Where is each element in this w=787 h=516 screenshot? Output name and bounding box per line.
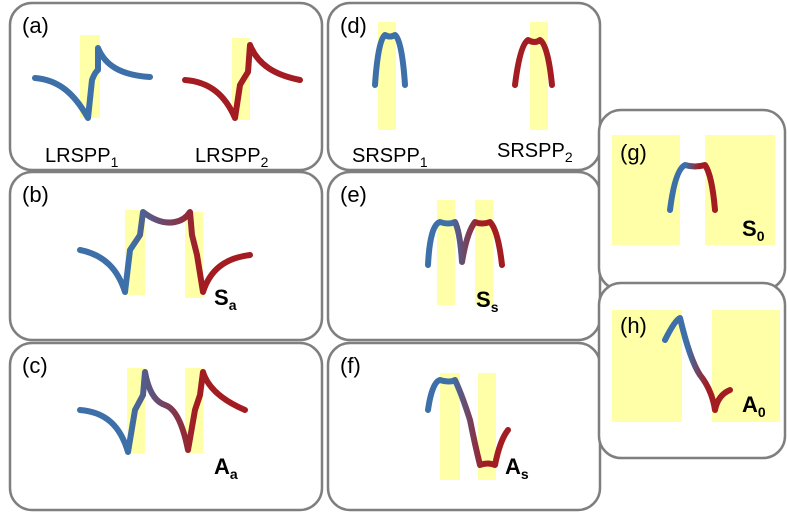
caption-sub: 2 xyxy=(261,154,269,170)
caption: A0 xyxy=(742,392,766,420)
caption-sub: 0 xyxy=(758,404,766,420)
caption-main: A xyxy=(214,454,230,479)
caption-sub: s xyxy=(491,299,499,315)
caption-sub: 1 xyxy=(420,154,428,170)
caption: SRSPP1 xyxy=(352,145,428,170)
panel-box xyxy=(326,341,602,512)
caption: LRSPP2 xyxy=(195,145,269,170)
panel-label: (e) xyxy=(340,182,367,207)
mode-curve xyxy=(425,377,511,468)
caption-main: A xyxy=(742,392,758,417)
caption-main: A xyxy=(505,454,521,479)
mode-curve xyxy=(512,37,555,88)
mode-curve xyxy=(667,162,718,213)
mode-profiles xyxy=(32,32,733,468)
panel-label: (h) xyxy=(620,313,647,338)
caption-sub: a xyxy=(230,466,238,482)
panel-label: (b) xyxy=(22,182,49,207)
panel-label: (f) xyxy=(340,353,361,378)
caption-sub: 1 xyxy=(111,154,119,170)
caption-main: SRSPP xyxy=(352,145,420,167)
mode-curve xyxy=(662,315,733,413)
caption-main: LRSPP xyxy=(195,145,261,167)
caption: Ss xyxy=(476,287,499,315)
caption-sub: 2 xyxy=(565,149,573,165)
panel-label: (d) xyxy=(340,13,367,38)
mode-curve xyxy=(372,32,408,88)
caption: LRSPP1 xyxy=(45,145,119,170)
labels: (a) (b) (c) (d) (e) (f) (g) (h) LRSPP1 L… xyxy=(22,13,766,482)
waveguide xyxy=(612,135,680,245)
mode-curve xyxy=(32,45,153,121)
caption: Sa xyxy=(214,285,237,313)
caption-main: S xyxy=(476,287,491,312)
mode-curve xyxy=(77,369,248,455)
waveguide xyxy=(437,200,455,305)
caption: Aa xyxy=(214,454,238,482)
panel-box xyxy=(8,170,324,342)
caption: S0 xyxy=(742,216,765,244)
waveguides xyxy=(80,22,780,480)
caption-main: S xyxy=(742,216,757,241)
caption-main: SRSPP xyxy=(497,140,565,162)
waveguide xyxy=(378,22,396,130)
waveguide xyxy=(705,135,775,245)
caption-sub: s xyxy=(521,466,529,482)
panel-label: (c) xyxy=(22,353,48,378)
panel-label: (a) xyxy=(22,13,49,38)
caption-main: S xyxy=(214,285,229,310)
waveguide xyxy=(478,373,496,480)
caption: SRSPP2 xyxy=(497,140,573,165)
waveguide xyxy=(712,310,780,422)
mode-curve xyxy=(425,219,505,268)
caption-sub: a xyxy=(229,297,237,313)
panel-label: (g) xyxy=(620,140,647,165)
waveguide xyxy=(440,373,460,480)
panel-box xyxy=(8,341,324,512)
caption-main: LRSPP xyxy=(45,145,111,167)
mode-curve xyxy=(77,209,253,295)
caption-sub: 0 xyxy=(757,228,765,244)
mode-curve xyxy=(182,42,303,121)
caption: As xyxy=(505,454,529,482)
